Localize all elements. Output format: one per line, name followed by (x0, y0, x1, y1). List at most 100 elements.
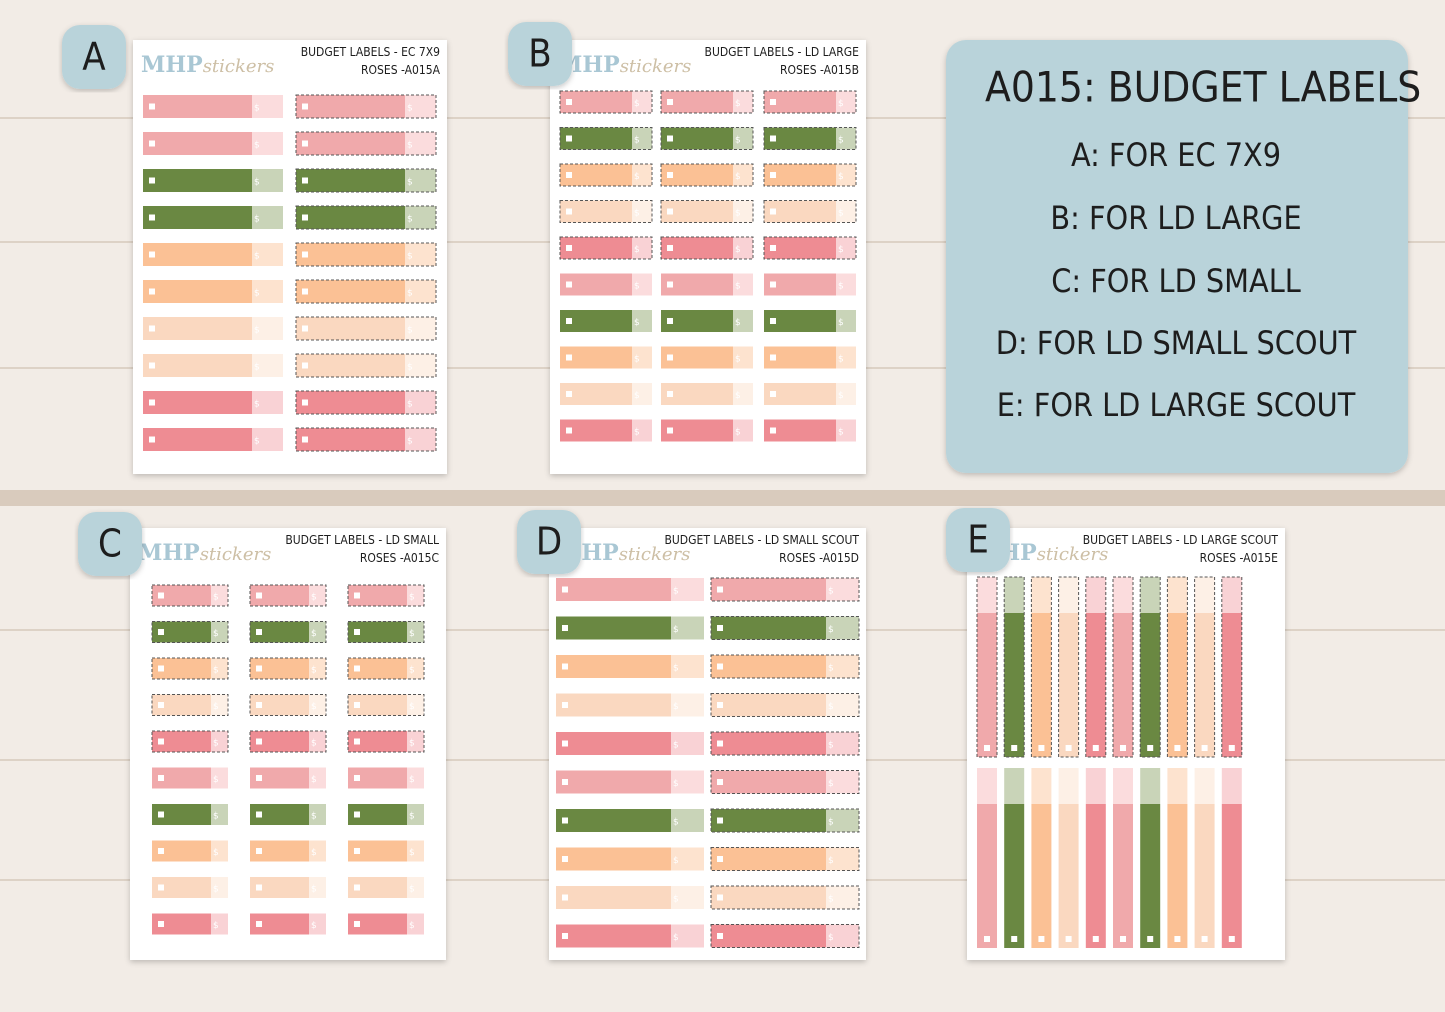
sticker-box (770, 318, 776, 324)
sticker-body (661, 383, 733, 405)
sticker-box (566, 99, 572, 105)
sticker-tab (211, 585, 228, 606)
sticker-body (661, 91, 733, 113)
sticker-symbol: $ (409, 885, 415, 895)
sticker-outline (249, 657, 327, 680)
sheet-code: ROSES -A015B (780, 63, 859, 77)
sticker-outline (347, 657, 425, 680)
sticker-tab (211, 767, 228, 789)
sticker-symbol: $ (407, 363, 413, 373)
sticker-box (770, 391, 776, 397)
sticker-body (152, 840, 211, 862)
sticker-symbol: $ (673, 741, 679, 751)
sticker-box (302, 214, 308, 221)
sticker-body (661, 346, 733, 369)
sticker-body (711, 847, 826, 871)
sticker-tab (733, 383, 753, 405)
sticker-body (711, 693, 826, 717)
sticker-symbol: $ (254, 141, 260, 151)
letter: E (967, 518, 989, 562)
sticker-box (1228, 745, 1235, 751)
sticker-tab (836, 346, 856, 369)
sticker-body (556, 847, 671, 871)
sticker-box (566, 318, 572, 324)
sticker-outline (151, 694, 229, 716)
sticker-body (250, 585, 309, 606)
sticker-box (256, 738, 262, 745)
sticker-symbol: $ (673, 779, 679, 789)
sticker-symbol: $ (311, 775, 317, 785)
sticker-tab (733, 273, 753, 296)
sticker-tab (1058, 768, 1079, 804)
letter-badge (78, 512, 142, 576)
sticker-box (149, 214, 155, 221)
sticker-body (711, 655, 826, 678)
sticker-tab (1058, 577, 1079, 613)
sticker-tab (1221, 577, 1242, 613)
sticker-outline (559, 127, 653, 150)
sticker-symbol: $ (735, 172, 741, 182)
sticker-symbol: $ (735, 99, 741, 109)
sticker-symbol: $ (409, 593, 415, 603)
sticker-tab (1194, 768, 1215, 804)
brand: MHPstickers (141, 52, 274, 78)
sticker-box (302, 177, 308, 184)
sticker-body (250, 913, 309, 935)
sticker-tab (252, 428, 283, 451)
sticker-box (1092, 745, 1099, 751)
sticker-symbol: $ (311, 739, 317, 749)
brand-main: MHP (141, 52, 203, 78)
sticker-tab (309, 694, 326, 716)
sticker-tab (1113, 577, 1133, 613)
sticker-box (302, 399, 308, 406)
sticker-outline (710, 808, 860, 833)
sticker-box (158, 811, 164, 818)
sticker-body (764, 310, 836, 332)
sticker-tab (1085, 577, 1106, 613)
sticker-outline (295, 205, 437, 230)
sticker-symbol: $ (634, 245, 640, 255)
sticker-outline (295, 390, 437, 415)
sticker-tab (1031, 768, 1052, 804)
sticker-outline (1139, 576, 1161, 758)
sticker-body (348, 731, 407, 752)
sticker-outline (347, 730, 425, 753)
sticker-symbol: $ (407, 104, 413, 114)
sticker-tab (405, 95, 436, 118)
sticker-tab (309, 731, 326, 752)
sticker-symbol: $ (213, 848, 219, 858)
sticker-outline (295, 353, 437, 378)
sticker-symbol: $ (409, 666, 415, 676)
sticker-box (354, 702, 360, 708)
sticker-tab (671, 655, 704, 678)
sticker-symbol: $ (311, 702, 317, 712)
sticker-symbol: $ (828, 895, 834, 905)
sticker-body (560, 346, 632, 369)
sticker-tab (405, 317, 436, 340)
sticker-symbol: $ (254, 363, 260, 373)
sticker-body (661, 164, 733, 186)
sticker-box (149, 399, 155, 406)
sticker-body (764, 164, 836, 186)
sticker-box (562, 740, 568, 747)
sticker-tab (309, 913, 326, 935)
sticker-body (348, 767, 407, 789)
sticker-body (661, 310, 733, 332)
brand-tail: stickers (200, 544, 272, 565)
sticker-symbol: $ (407, 215, 413, 225)
sticker-tab (405, 428, 436, 451)
sticker-box (667, 391, 673, 397)
sticker-symbol: $ (407, 326, 413, 336)
sticker-box (562, 817, 568, 824)
sticker-tab (826, 616, 859, 640)
sticker-symbol: $ (407, 178, 413, 188)
sticker-symbol: $ (311, 921, 317, 931)
sticker-tab (826, 732, 859, 755)
sticker-outline (710, 693, 860, 717)
sticker-tab (252, 132, 283, 155)
sticker-body (296, 354, 405, 377)
info-title: A015: BUDGET LABELS (985, 63, 1421, 112)
sticker-sheet: MHPstickers BUDGET LABELS - EC 7X9 ROSES -… (62, 25, 447, 474)
